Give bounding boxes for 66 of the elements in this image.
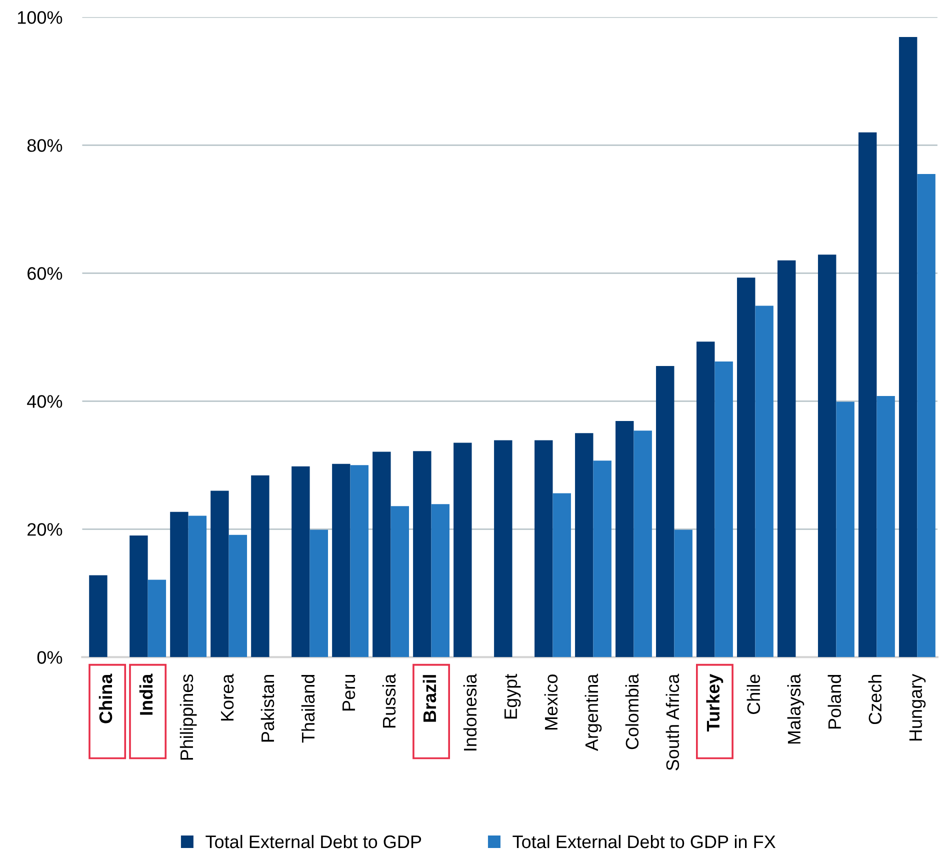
bar <box>310 530 328 658</box>
bar <box>777 260 796 658</box>
x-tick-label: Malaysia <box>787 674 804 744</box>
bar <box>350 465 369 658</box>
bar <box>292 466 310 658</box>
bar <box>552 493 571 658</box>
x-tick-label: Peru <box>342 675 356 710</box>
x-tick-label: Brazil <box>422 675 436 722</box>
bar <box>494 440 512 658</box>
x-tick-label: Indonesia <box>463 674 477 750</box>
y-tick-label: 60% <box>28 267 62 280</box>
x-tick-label: Mexico <box>544 674 558 730</box>
bar <box>593 460 612 658</box>
bar <box>148 580 166 658</box>
bar <box>332 464 350 658</box>
bar <box>696 342 715 658</box>
y-tick-label: 100% <box>18 11 62 24</box>
y-tick-label: 0% <box>37 651 62 664</box>
x-tick-label: Hungary <box>909 674 926 741</box>
y-tick-label: 80% <box>27 139 62 152</box>
bar <box>251 475 270 658</box>
bar <box>89 575 108 658</box>
bar <box>656 366 674 658</box>
bar <box>534 440 553 658</box>
bar <box>130 536 148 658</box>
x-tick-label: Philippines <box>180 674 197 760</box>
bar <box>634 430 652 658</box>
bar <box>210 490 229 658</box>
x-tick-label: Colombia <box>625 674 639 750</box>
bar <box>170 512 188 658</box>
bar <box>898 37 918 658</box>
bar <box>372 452 391 658</box>
y-tick-label: 20% <box>28 523 62 536</box>
x-tick-label: Czech <box>868 674 882 724</box>
bar <box>390 506 409 658</box>
bar <box>736 278 756 658</box>
x-tick-label: Chile <box>746 674 760 714</box>
legend-label: Total External Debt to GDP in FX <box>512 834 776 848</box>
x-tick-label: Poland <box>828 674 842 729</box>
x-tick-label: Pakistan <box>260 674 274 742</box>
bar <box>575 433 594 658</box>
bar <box>454 442 472 658</box>
legend-label: Total External Debt to GDP <box>206 834 422 848</box>
x-tick-label: China <box>98 674 112 724</box>
bar <box>616 420 634 658</box>
bar <box>714 361 733 658</box>
bar <box>188 516 207 658</box>
x-tick-label: Turkey <box>706 674 724 732</box>
bar <box>755 306 774 658</box>
bar <box>431 504 450 658</box>
bar <box>228 534 248 658</box>
bar <box>413 451 432 658</box>
bar <box>836 402 854 658</box>
bar <box>818 254 836 658</box>
x-tick-label: Egypt <box>504 674 521 718</box>
bar <box>876 396 895 658</box>
x-tick-label: South Africa <box>666 674 680 770</box>
x-tick-label: Russia <box>382 674 396 728</box>
bar <box>674 530 692 658</box>
y-tick-label: 40% <box>27 395 62 408</box>
x-tick-label: Thailand <box>301 674 315 743</box>
bar <box>917 174 936 658</box>
x-tick-label: India <box>139 674 153 715</box>
bar <box>858 132 877 658</box>
x-tick-label: Korea <box>221 674 234 720</box>
x-tick-label: Argentina <box>584 674 602 752</box>
